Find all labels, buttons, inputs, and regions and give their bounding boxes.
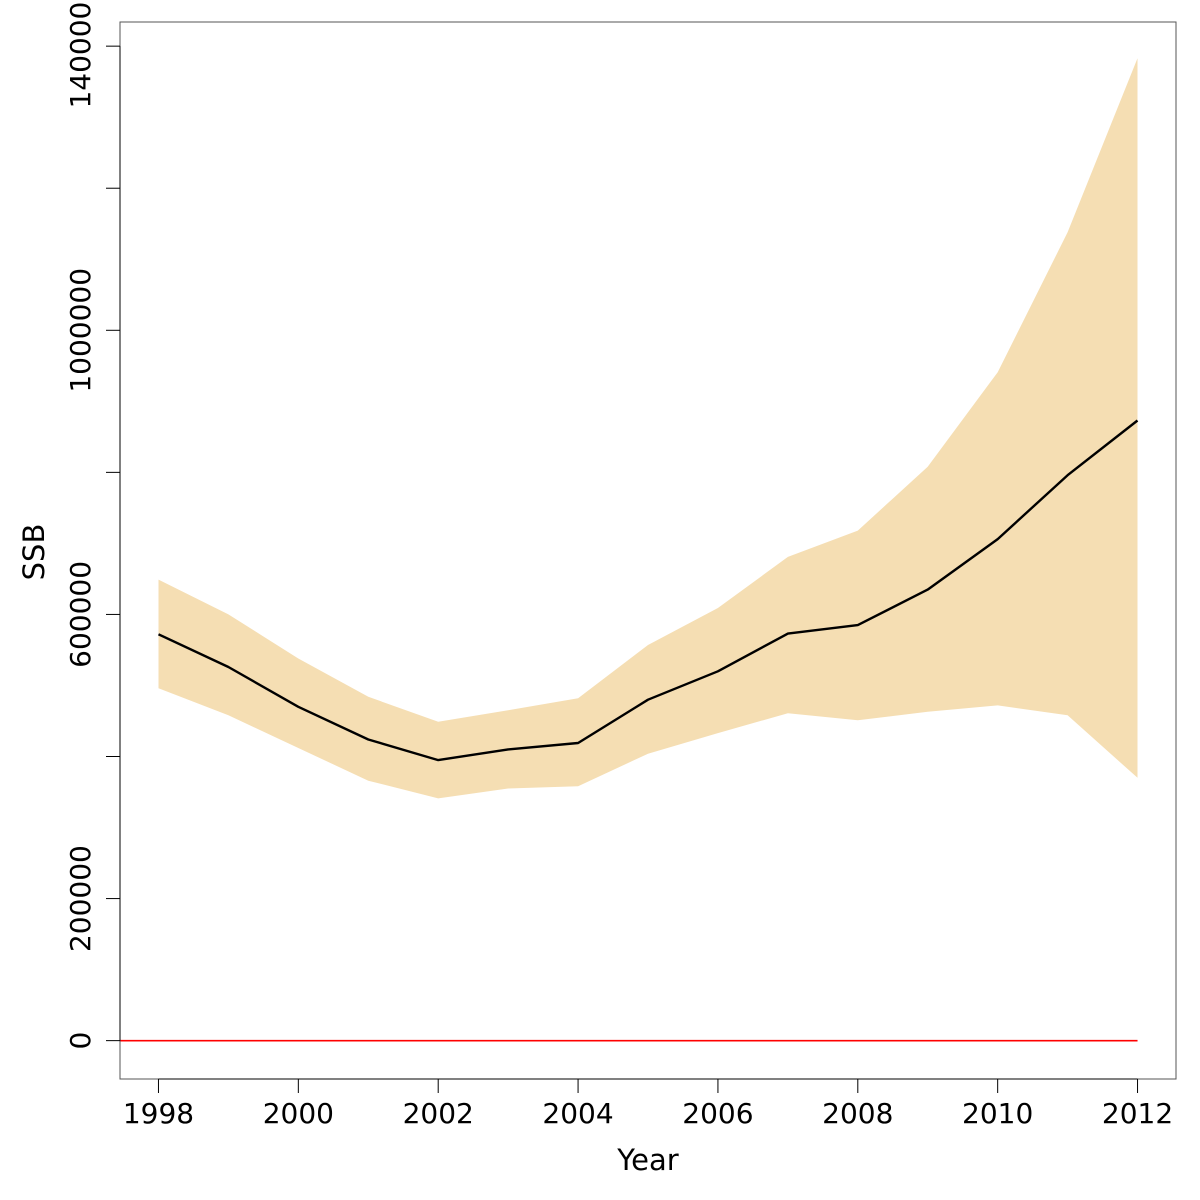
x-tick-label: 2010 (962, 1097, 1033, 1130)
x-tick-label: 2012 (1102, 1097, 1173, 1130)
y-tick-label: 0 (64, 1032, 97, 1050)
x-tick-label: 2006 (682, 1097, 753, 1130)
y-axis: 0 200000 600000 1000000 1400000 (64, 0, 121, 1050)
y-tick-label: 600000 (64, 561, 97, 668)
ssb-estimate-line (157, 419, 1139, 762)
y-tick-label: 1000000 (64, 268, 97, 393)
x-tick-label: 2002 (403, 1097, 474, 1130)
plot-layer (120, 58, 1139, 1042)
y-tick-label: 200000 (64, 845, 97, 952)
x-tick-label: 2008 (822, 1097, 893, 1130)
x-tick-label: 1998 (123, 1097, 194, 1130)
x-tick-label: 2000 (263, 1097, 334, 1130)
x-axis: 1998 2000 2002 2004 2006 2008 2010 2012 (123, 1078, 1173, 1130)
y-tick-label: 1400000 (64, 0, 97, 109)
x-tick-label: 2004 (542, 1097, 613, 1130)
confidence-band (158, 58, 1138, 799)
y-axis-label: SSB (17, 524, 51, 581)
x-axis-label: Year (616, 1143, 678, 1177)
